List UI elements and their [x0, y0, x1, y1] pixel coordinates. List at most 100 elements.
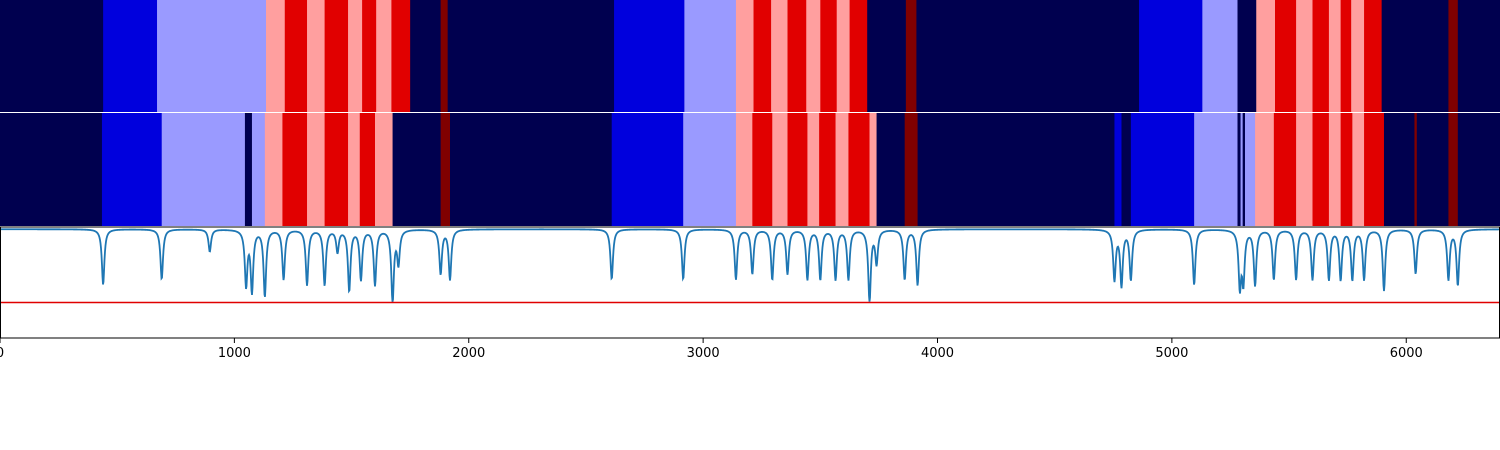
track2-segment-25: [869, 113, 877, 226]
track2-segment-48: [1448, 113, 1459, 226]
track1-segment-37: [1364, 0, 1383, 112]
track2-segment-27: [904, 113, 918, 226]
signal-line: [0, 228, 1500, 302]
track2-segment-10: [359, 113, 376, 226]
track1-segment-7: [348, 0, 363, 112]
track1-segment-33: [1312, 0, 1330, 112]
track2-segment-1: [101, 113, 163, 226]
track2-segment-46: [1414, 113, 1418, 226]
track1-segment-30: [1256, 0, 1276, 112]
track1-segment-24: [867, 0, 907, 112]
track1-segment-6: [324, 0, 349, 112]
track1-segment-18: [771, 0, 788, 112]
track2-segment-3: [244, 113, 253, 226]
track2-segment-44: [1364, 113, 1385, 226]
x-axis: 0 1000 2000 3000 4000 5000 6000: [0, 338, 1423, 361]
track2-segment-43: [1352, 113, 1365, 226]
track1-segment-19: [787, 0, 807, 112]
track1-segment-13: [447, 0, 615, 112]
track1-segment-26: [916, 0, 1140, 112]
track1-segment-21: [820, 0, 838, 112]
track2-segment-4: [251, 113, 266, 226]
track1-segment-3: [266, 0, 286, 112]
track2-segment-21: [807, 113, 820, 226]
x-tick-label: 2000: [452, 346, 485, 361]
track2-segment-49: [1457, 113, 1500, 226]
track1-segment-36: [1351, 0, 1365, 112]
track1-segment-12: [440, 0, 449, 112]
track2-segment-18: [752, 113, 773, 226]
track1-segment-4: [284, 0, 308, 112]
track1-segment-17: [753, 0, 772, 112]
track2-segment-13: [440, 113, 451, 226]
track1-segment-38: [1381, 0, 1449, 112]
x-tick-label: 0: [0, 346, 4, 361]
track1-segment-31: [1275, 0, 1297, 112]
track1-segment-16: [735, 0, 754, 112]
x-tick-label: 4000: [921, 346, 954, 361]
track1-segment-0: [0, 0, 104, 112]
track2-segment-0: [0, 113, 103, 226]
track1-segment-39: [1448, 0, 1459, 112]
segmentation-track-2: [0, 113, 1500, 226]
track1-segment-28: [1202, 0, 1238, 112]
track2-segment-35: [1242, 113, 1246, 226]
track2-segment-22: [819, 113, 836, 226]
track2-segment-29: [1114, 113, 1122, 226]
track2-segment-11: [375, 113, 393, 226]
track1-segment-20: [806, 0, 821, 112]
track2-segment-30: [1121, 113, 1132, 226]
track2-segment-19: [772, 113, 788, 226]
track2-segment-2: [161, 113, 246, 226]
x-tick-label: 3000: [687, 346, 720, 361]
track2-segment-9: [348, 113, 361, 226]
track2-segment-24: [848, 113, 870, 226]
track2-segment-28: [917, 113, 1115, 226]
track2-segment-37: [1255, 113, 1275, 226]
x-tick-label: 5000: [1155, 346, 1188, 361]
x-tick-label: 6000: [1390, 346, 1423, 361]
track1-segment-1: [103, 0, 158, 112]
track2-segment-15: [611, 113, 684, 226]
track2-segment-34: [1240, 113, 1244, 226]
track1-segment-35: [1340, 0, 1352, 112]
track2-segment-47: [1416, 113, 1449, 226]
track1-segment-23: [849, 0, 868, 112]
track2-segment-39: [1296, 113, 1313, 226]
track2-segment-41: [1328, 113, 1342, 226]
track1-segment-9: [376, 0, 392, 112]
track2-segment-23: [835, 113, 849, 226]
track2-segment-33: [1237, 113, 1241, 226]
track2-segment-7: [307, 113, 326, 226]
track2-segment-31: [1130, 113, 1195, 226]
track2-segment-12: [392, 113, 442, 226]
track1-segment-2: [157, 0, 267, 112]
track2-segment-32: [1194, 113, 1238, 226]
track2-segment-17: [735, 113, 753, 226]
track2-segment-45: [1383, 113, 1415, 226]
track1-segment-8: [362, 0, 377, 112]
track1-segment-22: [836, 0, 851, 112]
track1-segment-5: [307, 0, 326, 112]
track1-segment-15: [684, 0, 737, 112]
track2-segment-26: [876, 113, 906, 226]
track2-segment-36: [1245, 113, 1256, 226]
x-tick-label: 1000: [218, 346, 251, 361]
track1-segment-32: [1296, 0, 1313, 112]
track1-segment-14: [614, 0, 685, 112]
track1-segment-34: [1328, 0, 1342, 112]
segmentation-track-1: [0, 0, 1500, 112]
track2-segment-20: [787, 113, 808, 226]
track1-segment-25: [905, 0, 917, 112]
signal-track: [0, 228, 1500, 304]
track1-segment-40: [1457, 0, 1500, 112]
track2-segment-38: [1273, 113, 1297, 226]
track1-segment-11: [410, 0, 442, 112]
track2-segment-40: [1312, 113, 1330, 226]
track2-segment-42: [1340, 113, 1353, 226]
track1-segment-29: [1237, 0, 1257, 112]
track2-segment-8: [324, 113, 349, 226]
track1-segment-27: [1139, 0, 1203, 112]
track1-segment-10: [391, 0, 411, 112]
